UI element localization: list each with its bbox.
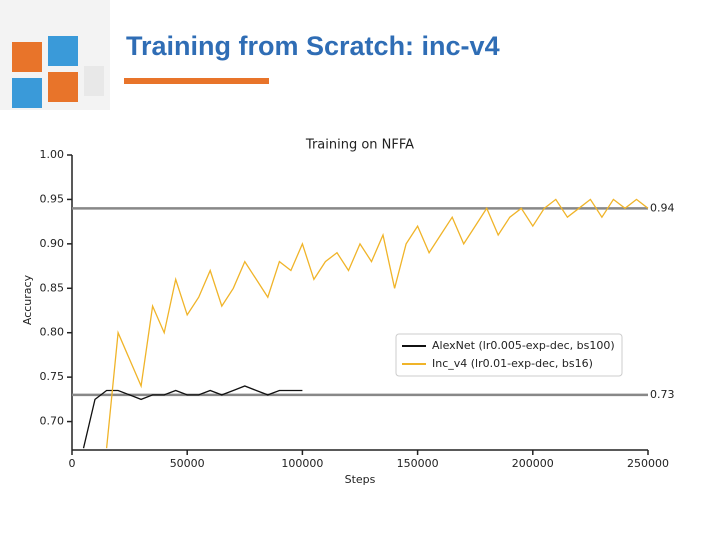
x-tick-label: 250000 [627, 457, 669, 470]
legend-label: Inc_v4 (lr0.01-exp-dec, bs16) [432, 357, 593, 370]
title-underline [124, 78, 269, 84]
plot: 0.70 0.75 0.80 0.85 0.90 0.95 1.00 0 50000 100000… [40, 148, 675, 470]
x-tick-label: 0 [69, 457, 76, 470]
y-axis-label: Accuracy [21, 274, 34, 325]
y-tick-label: 1.00 [40, 148, 65, 161]
x-axis-label: Steps [345, 473, 376, 486]
x-tick-label: 150000 [397, 457, 439, 470]
legend-box [395, 333, 623, 377]
logo [0, 0, 110, 110]
slide-title: Training from Scratch: inc-v4 [126, 31, 500, 61]
y-tick-label: 0.90 [40, 237, 65, 250]
chart-title: Training on NFFA [305, 138, 414, 153]
y-tick-label: 0.70 [40, 415, 65, 428]
y-tick-label: 0.80 [40, 326, 65, 339]
reference-label: 0.73 [650, 388, 675, 401]
series-line [82, 385, 303, 449]
legend-label: AlexNet (lr0.005-exp-dec, bs100) [432, 339, 615, 352]
x-tick-label: 50000 [170, 457, 205, 470]
y-tick-label: 0.85 [40, 281, 65, 294]
y-tick-label: 0.95 [40, 192, 65, 205]
x-tick-label: 200000 [512, 457, 554, 470]
x-tick-label: 100000 [281, 457, 323, 470]
series-line [105, 198, 649, 449]
y-tick-label: 0.75 [40, 370, 65, 383]
reference-label: 0.94 [650, 201, 675, 214]
